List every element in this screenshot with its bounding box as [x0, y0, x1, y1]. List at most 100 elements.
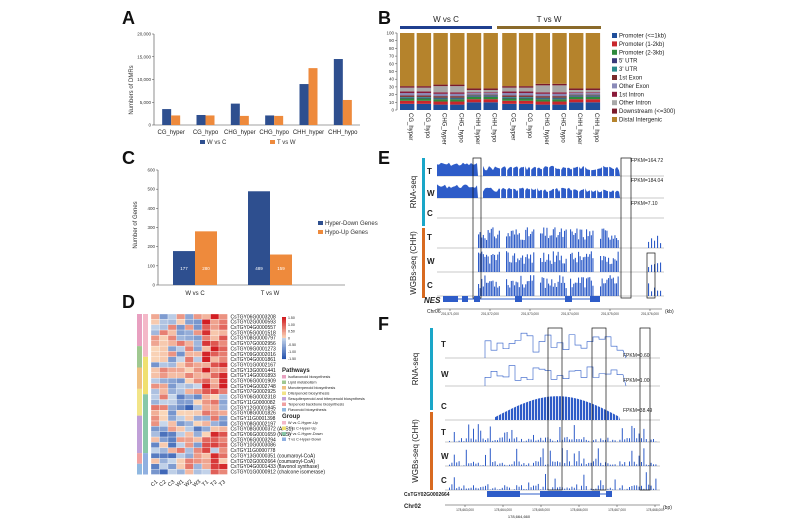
panel-d-heatmap-cell: [159, 383, 169, 390]
panel-b-bar-segment: [483, 99, 498, 103]
panel-d-group-swatch: [282, 426, 286, 430]
panel-f-methylation-bar: [629, 461, 630, 466]
panel-d-heatmap-cell: [218, 447, 228, 454]
panel-e-methylation-bar: [484, 275, 486, 296]
panel-d-heatmap-cell: [184, 313, 194, 320]
panel-e-coverage-gap: [548, 184, 550, 198]
panel-d-heatmap-cell: [184, 463, 194, 470]
panel-f-methylation-bar: [585, 464, 587, 466]
panel-c-ytick-label: 600: [147, 168, 155, 173]
panel-c-bar: [173, 251, 195, 285]
panel-e-methylation-bar: [614, 283, 616, 296]
panel-d-heatmap-cell: [193, 367, 203, 373]
panel-d-heatmap-cell: [218, 313, 228, 320]
panel-f-methylation-bar: [621, 428, 623, 442]
panel-f-methylation-bar: [549, 450, 551, 466]
panel-d-heatmap-cell: [159, 431, 169, 438]
panel-f-methylation-bar: [641, 462, 642, 466]
panel-e-methylation-bar: [582, 277, 584, 296]
panel-d-heatmap-cell: [218, 335, 228, 341]
panel-d-heatmap-cell: [176, 442, 186, 448]
panel-d-heatmap-cell: [210, 383, 220, 390]
panel-f-methylation-bar: [535, 440, 537, 442]
panel-d-scale-step: [282, 342, 286, 345]
panel-e-methylation-bar: [540, 258, 542, 272]
panel-d-heatmap-cell: [167, 420, 177, 427]
panel-d-heatmap-cell: [193, 394, 203, 400]
panel-e-methylation-bar: [603, 255, 605, 272]
panel-f-methylation-bar: [605, 462, 606, 466]
panel-d-heatmap-cell: [218, 383, 228, 390]
panel-e-coverage-gap: [614, 162, 616, 176]
panel-a-bar: [333, 59, 343, 125]
panel-e-methylation-bar: [584, 287, 586, 296]
panel-f-methylation-bar: [559, 486, 561, 490]
panel-e-coverage-gap: [530, 184, 532, 198]
panel-f-methylation-bar: [506, 465, 508, 466]
panel-e-methylation-bar: [489, 232, 491, 248]
panel-b-bar-segment: [483, 94, 498, 96]
panel-f-coverage-gap: [591, 392, 592, 420]
panel-f-methylation-bar: [564, 437, 566, 442]
panel-e-methylation-bar: [570, 229, 572, 248]
panel-d-pathway-swatch: [282, 386, 286, 390]
panel-f-methylation-bar: [504, 432, 506, 442]
panel-f-methylation-bar: [535, 485, 537, 490]
panel-f-methylation-bar: [477, 488, 479, 490]
panel-e-gene-exon: [590, 296, 600, 302]
panel-e-coverage-gap: [566, 162, 568, 176]
panel-d-heatmap-cell: [150, 399, 160, 406]
panel-e-coverage-gap: [566, 184, 568, 198]
panel-e-methylation-bar: [579, 282, 581, 296]
panel-b-bar-segment: [433, 96, 448, 98]
panel-e-methylation-bar: [489, 281, 491, 296]
panel-d-sample-label: T3: [218, 479, 227, 488]
panel-e-coverage-gap: [518, 162, 520, 176]
panel-d-heatmap-cell: [167, 383, 177, 390]
panel-f-methylation-bar: [554, 441, 556, 442]
panel-d-heatmap-cell: [150, 404, 160, 411]
panel-e-methylation-bar: [484, 238, 486, 248]
panel-e-methylation-bar: [611, 263, 613, 272]
panel-b-group-bar-1: [400, 26, 492, 29]
panel-e-methylation-bar: [559, 232, 561, 248]
panel-f-methylation-bar: [633, 428, 635, 442]
panel-e-methylation-bar: [479, 253, 481, 272]
panel-f-methylation-bar: [473, 461, 474, 466]
panel-d-gene-label: CsTGY06G0001659 (NES): [231, 432, 292, 438]
panel-e-methylation-bar: [589, 254, 591, 272]
panel-f-methylation-bar: [518, 486, 520, 490]
panel-d-pathways-legend: Isoflavonoid biosynthesis Lipid metabolis…: [282, 375, 365, 412]
panel-b-bar-segment: [552, 83, 567, 86]
panel-d-heatmap-cell: [201, 329, 211, 336]
panel-d-heatmap-cell: [167, 415, 177, 422]
panel-d-heatmap-cell: [159, 351, 169, 357]
panel-b-bar-segment: [552, 99, 567, 102]
panel-d-gene-label: CsTGY11G0001398: [231, 416, 276, 422]
panel-b-xtick-label: CG_hyper: [407, 113, 413, 140]
panel-e-methylation-bar: [520, 257, 522, 272]
panel-e-methylation-bar: [559, 260, 561, 272]
panel-f-methylation-bar: [595, 488, 597, 490]
panel-f-methylation-bar: [461, 488, 462, 490]
panel-f-methylation-bar: [554, 478, 556, 490]
panel-b-bar-segment: [569, 102, 584, 110]
panel-d-heatmap-cell: [159, 415, 169, 422]
panel-b-bar-segment: [535, 97, 550, 99]
panel-e-methylation-bar: [543, 227, 545, 248]
panel-b-legend-swatch: [612, 66, 617, 72]
panel-b-group-label-1: W vs C: [433, 15, 459, 24]
panel-e-coverage-gap: [596, 184, 598, 198]
panel-d-gene-label: CsTGY08G0000797: [231, 336, 277, 342]
panel-e-methylation-bar: [479, 288, 481, 296]
panel-d-heatmap-cell: [176, 436, 186, 443]
panel-f-track-label: C: [441, 476, 447, 485]
panel-f-methylation-bar: [557, 461, 558, 466]
panel-b-ytick-label: 30: [389, 84, 395, 89]
panel-f-methylation-bar: [621, 485, 623, 490]
panel-d-heatmap-cell: [167, 329, 177, 336]
panel-e-methylation-bar: [526, 227, 528, 248]
panel-d-heatmap-cell: [201, 383, 211, 390]
panel-b-bar-segment: [466, 99, 482, 103]
